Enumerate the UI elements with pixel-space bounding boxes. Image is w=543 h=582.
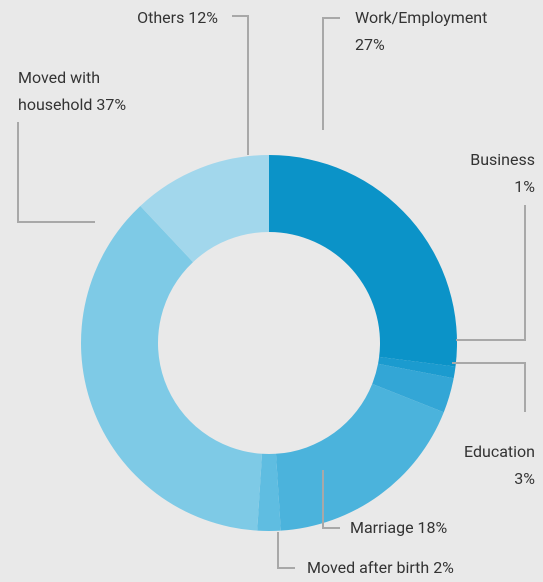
segment-label: Education 3% bbox=[464, 438, 535, 492]
category-name: Marriage bbox=[350, 518, 414, 537]
value-label: 37% bbox=[96, 95, 127, 114]
value-label: 3% bbox=[514, 469, 535, 488]
leader-line bbox=[452, 362, 526, 412]
value-label: 18% bbox=[417, 518, 448, 537]
value-label: 1% bbox=[514, 177, 535, 196]
leader-line bbox=[322, 17, 340, 130]
category-name: Business bbox=[470, 150, 535, 169]
segment-label: Marriage 18% bbox=[350, 514, 447, 541]
segment-label: Work/Employment 27% bbox=[355, 4, 487, 58]
value-label: 2% bbox=[433, 558, 454, 577]
category-name: Moved after birth bbox=[307, 558, 430, 577]
category-name: Moved with household bbox=[18, 68, 101, 114]
category-name: Others bbox=[137, 8, 185, 27]
value-label: 12% bbox=[188, 8, 218, 27]
category-name: Work/Employment bbox=[355, 8, 488, 27]
donut-segment bbox=[140, 155, 269, 263]
leader-line bbox=[277, 532, 295, 569]
leader-line bbox=[322, 470, 340, 529]
category-name: Education bbox=[464, 442, 535, 461]
value-label: 27% bbox=[355, 35, 385, 54]
segment-label: Moved with household 37% bbox=[18, 64, 168, 118]
leader-line bbox=[232, 15, 249, 155]
donut-segment bbox=[378, 356, 456, 379]
segment-label: Others 12% bbox=[137, 4, 218, 31]
segment-label: Moved after birth 2% bbox=[307, 554, 454, 581]
donut-segment bbox=[372, 363, 454, 413]
donut-segment bbox=[257, 453, 281, 531]
leader-line bbox=[456, 205, 526, 341]
donut-segment bbox=[269, 155, 458, 367]
donut-segment bbox=[275, 383, 444, 531]
leader-line bbox=[17, 122, 95, 223]
segment-label: Business 1% bbox=[470, 146, 535, 200]
donut-segment bbox=[80, 205, 263, 531]
